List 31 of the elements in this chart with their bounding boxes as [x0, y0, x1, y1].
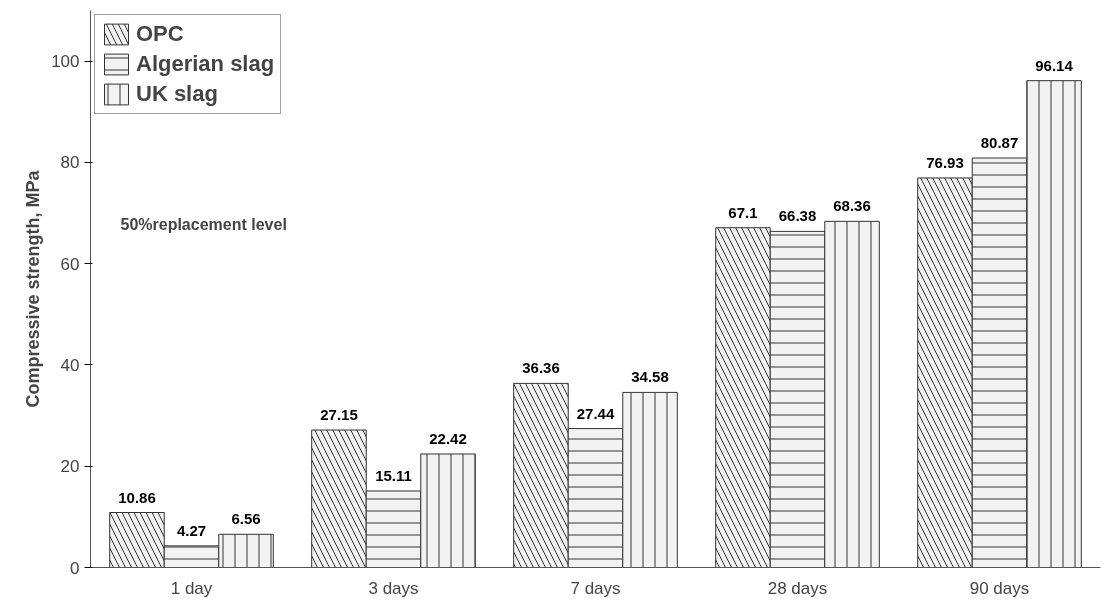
y-tick-label: 0	[70, 558, 80, 578]
y-tick-label: 20	[60, 457, 80, 477]
data-label: 36.36	[522, 359, 560, 377]
legend-label: UK slag	[136, 81, 218, 107]
data-label: 80.87	[980, 134, 1019, 151]
x-tick-label: 90 days	[969, 578, 1030, 598]
x-tick-label: 1 day	[170, 578, 213, 598]
data-label: 34.58	[631, 368, 669, 386]
y-axis-title: Compressive strength, MPa	[23, 169, 44, 408]
data-label: 15.11	[375, 466, 412, 484]
data-label: 27.15	[320, 406, 358, 424]
data-label: 68.36	[833, 197, 871, 215]
x-tick-label: 7 days	[570, 578, 621, 598]
legend-label: Algerian slag	[136, 51, 275, 77]
x-tick-label: 28 days	[767, 578, 828, 598]
x-tick-label: 3 days	[368, 578, 419, 598]
annotation: 50%replacement level	[120, 215, 287, 233]
data-label: 10.86	[118, 488, 156, 506]
data-label: 67.1	[728, 203, 758, 221]
data-label: 4.27	[176, 521, 207, 539]
data-label: 76.93	[926, 153, 964, 171]
y-tick-label: 60	[60, 254, 80, 274]
data-label: 22.42	[429, 429, 467, 447]
y-tick-label: 100	[51, 52, 80, 72]
data-label: 27.44	[576, 404, 615, 422]
y-tick-label: 80	[60, 153, 80, 173]
data-label: 96.14	[1035, 56, 1074, 74]
data-label: 66.38	[778, 207, 817, 225]
y-tick-label: 40	[60, 355, 80, 375]
legend-label: OPC	[136, 21, 184, 47]
data-label: 6.56	[231, 510, 261, 528]
